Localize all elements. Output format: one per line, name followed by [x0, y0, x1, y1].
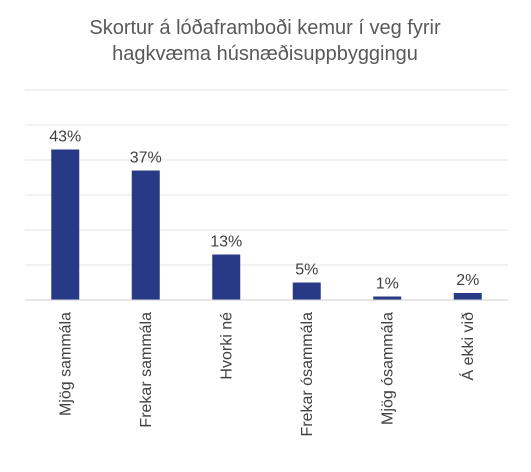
data-label-4: 1% — [376, 276, 399, 293]
category-label-5: Á ekki við — [458, 312, 477, 381]
data-label-2: 13% — [210, 234, 242, 251]
bar-0 — [51, 149, 80, 300]
data-label-1: 37% — [130, 150, 162, 167]
chart-title-line-2: hagkvæma húsnæðisuppbyggingu — [112, 43, 418, 65]
chart-title-line-1: Skortur á lóðaframboði kemur í veg fyrir — [89, 17, 441, 39]
data-label-5: 2% — [456, 272, 479, 289]
category-label-0: Mjög sammála — [57, 312, 74, 416]
data-labels: 43% 37% 13% 5% 1% 2% — [49, 129, 479, 293]
bar-2 — [212, 254, 241, 300]
bar-4 — [373, 296, 402, 300]
category-label-2: Hvorki né — [218, 312, 235, 380]
bar-5 — [453, 293, 482, 300]
bars — [51, 149, 482, 300]
bar-1 — [131, 170, 160, 300]
category-labels: Mjög sammála Frekar sammála Hvorki né Freka… — [57, 312, 477, 437]
category-label-4: Mjög ósammála — [379, 312, 396, 425]
data-label-0: 43% — [49, 129, 81, 146]
gridlines — [25, 89, 508, 266]
data-label-3: 5% — [295, 262, 318, 279]
category-label-3: Frekar ósammála — [299, 312, 316, 437]
bar-3 — [292, 282, 321, 300]
category-label-1: Frekar sammála — [138, 312, 155, 428]
